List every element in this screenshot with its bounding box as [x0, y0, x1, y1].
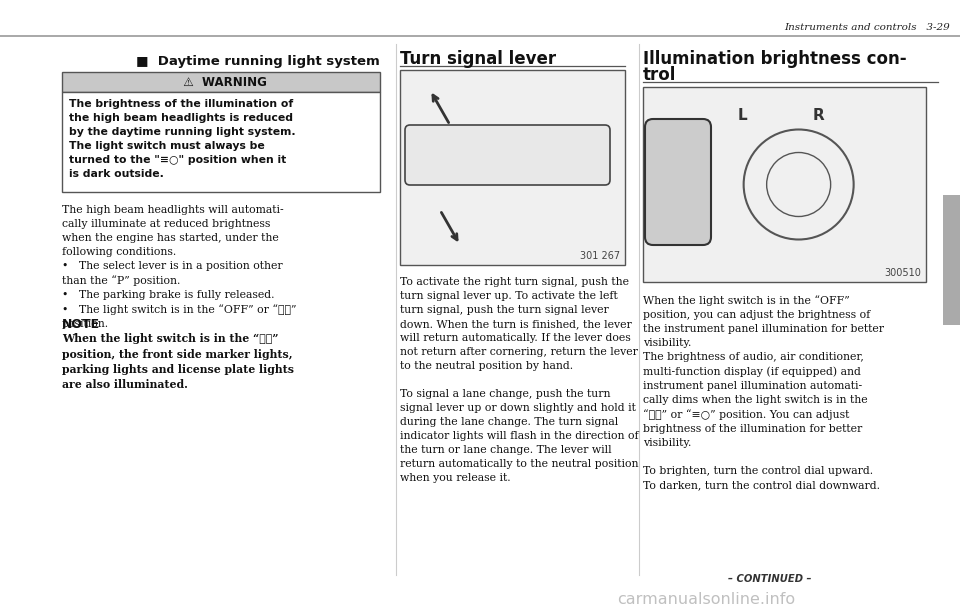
Bar	[62, 92, 380, 192]
Text: Instruments and controls   3-29: Instruments and controls 3-29	[784, 23, 950, 32]
Text: 301 267: 301 267	[580, 251, 620, 261]
Text: ■  Daytime running light system: ■ Daytime running light system	[136, 55, 380, 68]
Text: R: R	[812, 108, 825, 122]
Bar	[943, 195, 960, 325]
Text: NOTE: NOTE	[62, 318, 100, 331]
Bar	[400, 70, 625, 265]
Text: trol: trol	[643, 66, 677, 84]
Text: The brightness of the illumination of
the high beam headlights is reduced
by the: The brightness of the illumination of th…	[69, 99, 296, 179]
FancyBboxPatch shape	[405, 125, 610, 185]
Text: L: L	[737, 108, 747, 122]
Text: To activate the right turn signal, push the
turn signal lever up. To activate th: To activate the right turn signal, push …	[400, 277, 638, 483]
Text: carmanualsonline.info: carmanualsonline.info	[617, 592, 795, 607]
FancyBboxPatch shape	[645, 119, 711, 245]
Text: When the light switch is in the “OFF”
position, you can adjust the brightness of: When the light switch is in the “OFF” po…	[643, 295, 884, 490]
Text: – CONTINUED –: – CONTINUED –	[729, 574, 812, 584]
Text: Turn signal lever: Turn signal lever	[400, 50, 556, 68]
Text: Illumination brightness con-: Illumination brightness con-	[643, 50, 906, 68]
Bar	[62, 72, 380, 92]
Text: ⚠  WARNING: ⚠ WARNING	[175, 76, 267, 89]
Text: The high beam headlights will automati-
cally illuminate at reduced brightness
w: The high beam headlights will automati- …	[62, 205, 297, 329]
Text: 300510: 300510	[884, 268, 921, 278]
Text: When the light switch is in the “　　”
position, the front side marker lights,
par: When the light switch is in the “ ” posi…	[62, 333, 294, 390]
Bar	[643, 87, 926, 282]
